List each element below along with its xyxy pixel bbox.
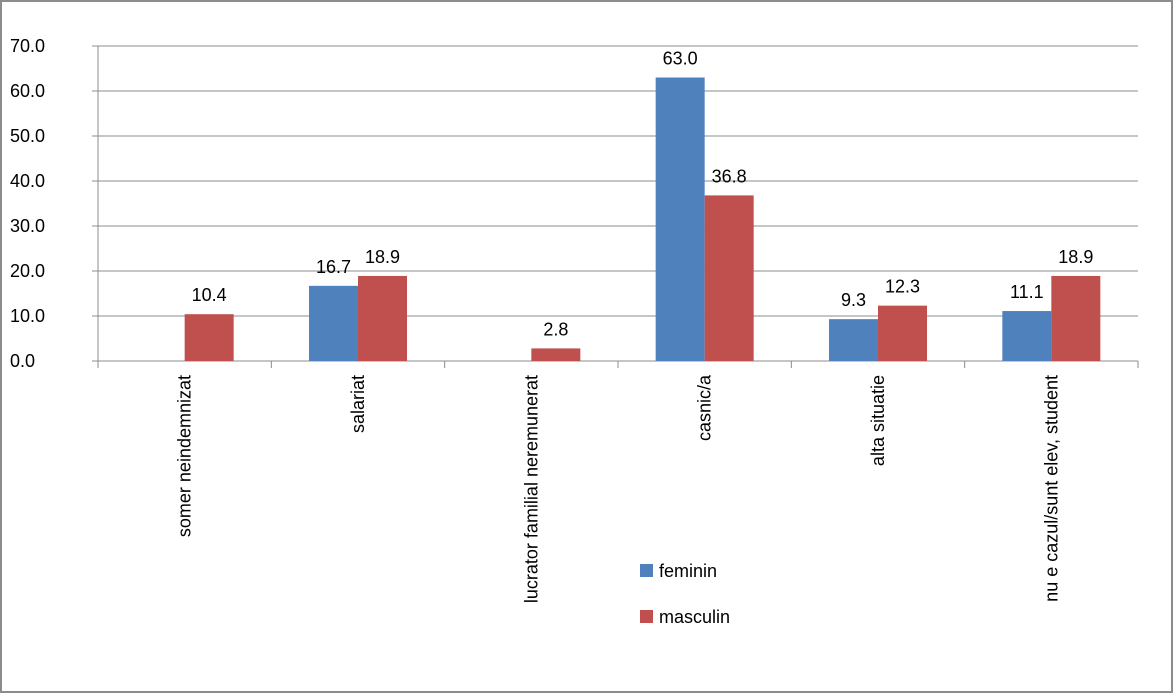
category-label: salariat xyxy=(348,375,368,433)
bar-feminin xyxy=(309,285,358,361)
legend: feminin masculin xyxy=(640,561,730,627)
category-label: somer neindemnizat xyxy=(175,375,195,537)
bar-feminin xyxy=(1002,311,1052,361)
legend-swatch-masculin xyxy=(640,610,653,623)
bar-masculin xyxy=(358,275,407,361)
bar-masculin xyxy=(1051,275,1101,361)
category-label: nu e cazul/sunt elev, student xyxy=(1041,375,1061,602)
gridlines xyxy=(98,45,1138,317)
bar-masculin xyxy=(531,348,581,361)
y-tick-label: 40.0 xyxy=(10,171,45,191)
data-labels: 16.7 63.0 9.3 11.1 10.4 18.9 2.8 36.8 12.3 18.9 xyxy=(192,49,1094,340)
data-label: 63.0 xyxy=(663,49,698,69)
legend-swatch-feminin xyxy=(640,564,653,577)
bar-feminin xyxy=(829,319,878,361)
y-tick-labels: 0.0 10.0 20.0 30.0 40.0 50.0 60.0 70.0 xyxy=(10,36,45,371)
data-label: 10.4 xyxy=(192,285,227,305)
data-label: 16.7 xyxy=(316,257,351,277)
y-tick-label: 10.0 xyxy=(10,306,45,326)
bar-masculin xyxy=(878,305,927,361)
data-label: 9.3 xyxy=(841,290,866,310)
legend-label-feminin: feminin xyxy=(659,561,717,581)
data-label: 12.3 xyxy=(885,277,920,297)
category-label: alta situatie xyxy=(868,375,888,466)
data-label: 11.1 xyxy=(1010,282,1044,302)
bar-masculin xyxy=(184,314,234,361)
y-tick-label: 30.0 xyxy=(10,216,45,236)
axes xyxy=(92,45,1139,368)
y-tick-label: 60.0 xyxy=(10,81,45,101)
data-label: 18.9 xyxy=(1058,247,1093,267)
bars xyxy=(184,77,1101,361)
data-label: 2.8 xyxy=(543,319,568,339)
y-tick-label: 20.0 xyxy=(10,261,45,281)
legend-label-masculin: masculin xyxy=(659,607,730,627)
y-tick-label: 70.0 xyxy=(10,36,45,56)
data-label: 36.8 xyxy=(712,166,747,186)
bar-feminin xyxy=(655,77,705,361)
y-tick-label: 50.0 xyxy=(10,126,45,146)
category-label: lucrator familial neremunerat xyxy=(521,375,541,603)
data-label: 18.9 xyxy=(365,247,400,267)
bar-masculin xyxy=(704,195,754,361)
y-tick-label: 0.0 xyxy=(10,351,35,371)
category-labels: somer neindemnizat salariat lucrator famil… xyxy=(175,374,1062,603)
category-label: casnic/a xyxy=(695,374,715,441)
